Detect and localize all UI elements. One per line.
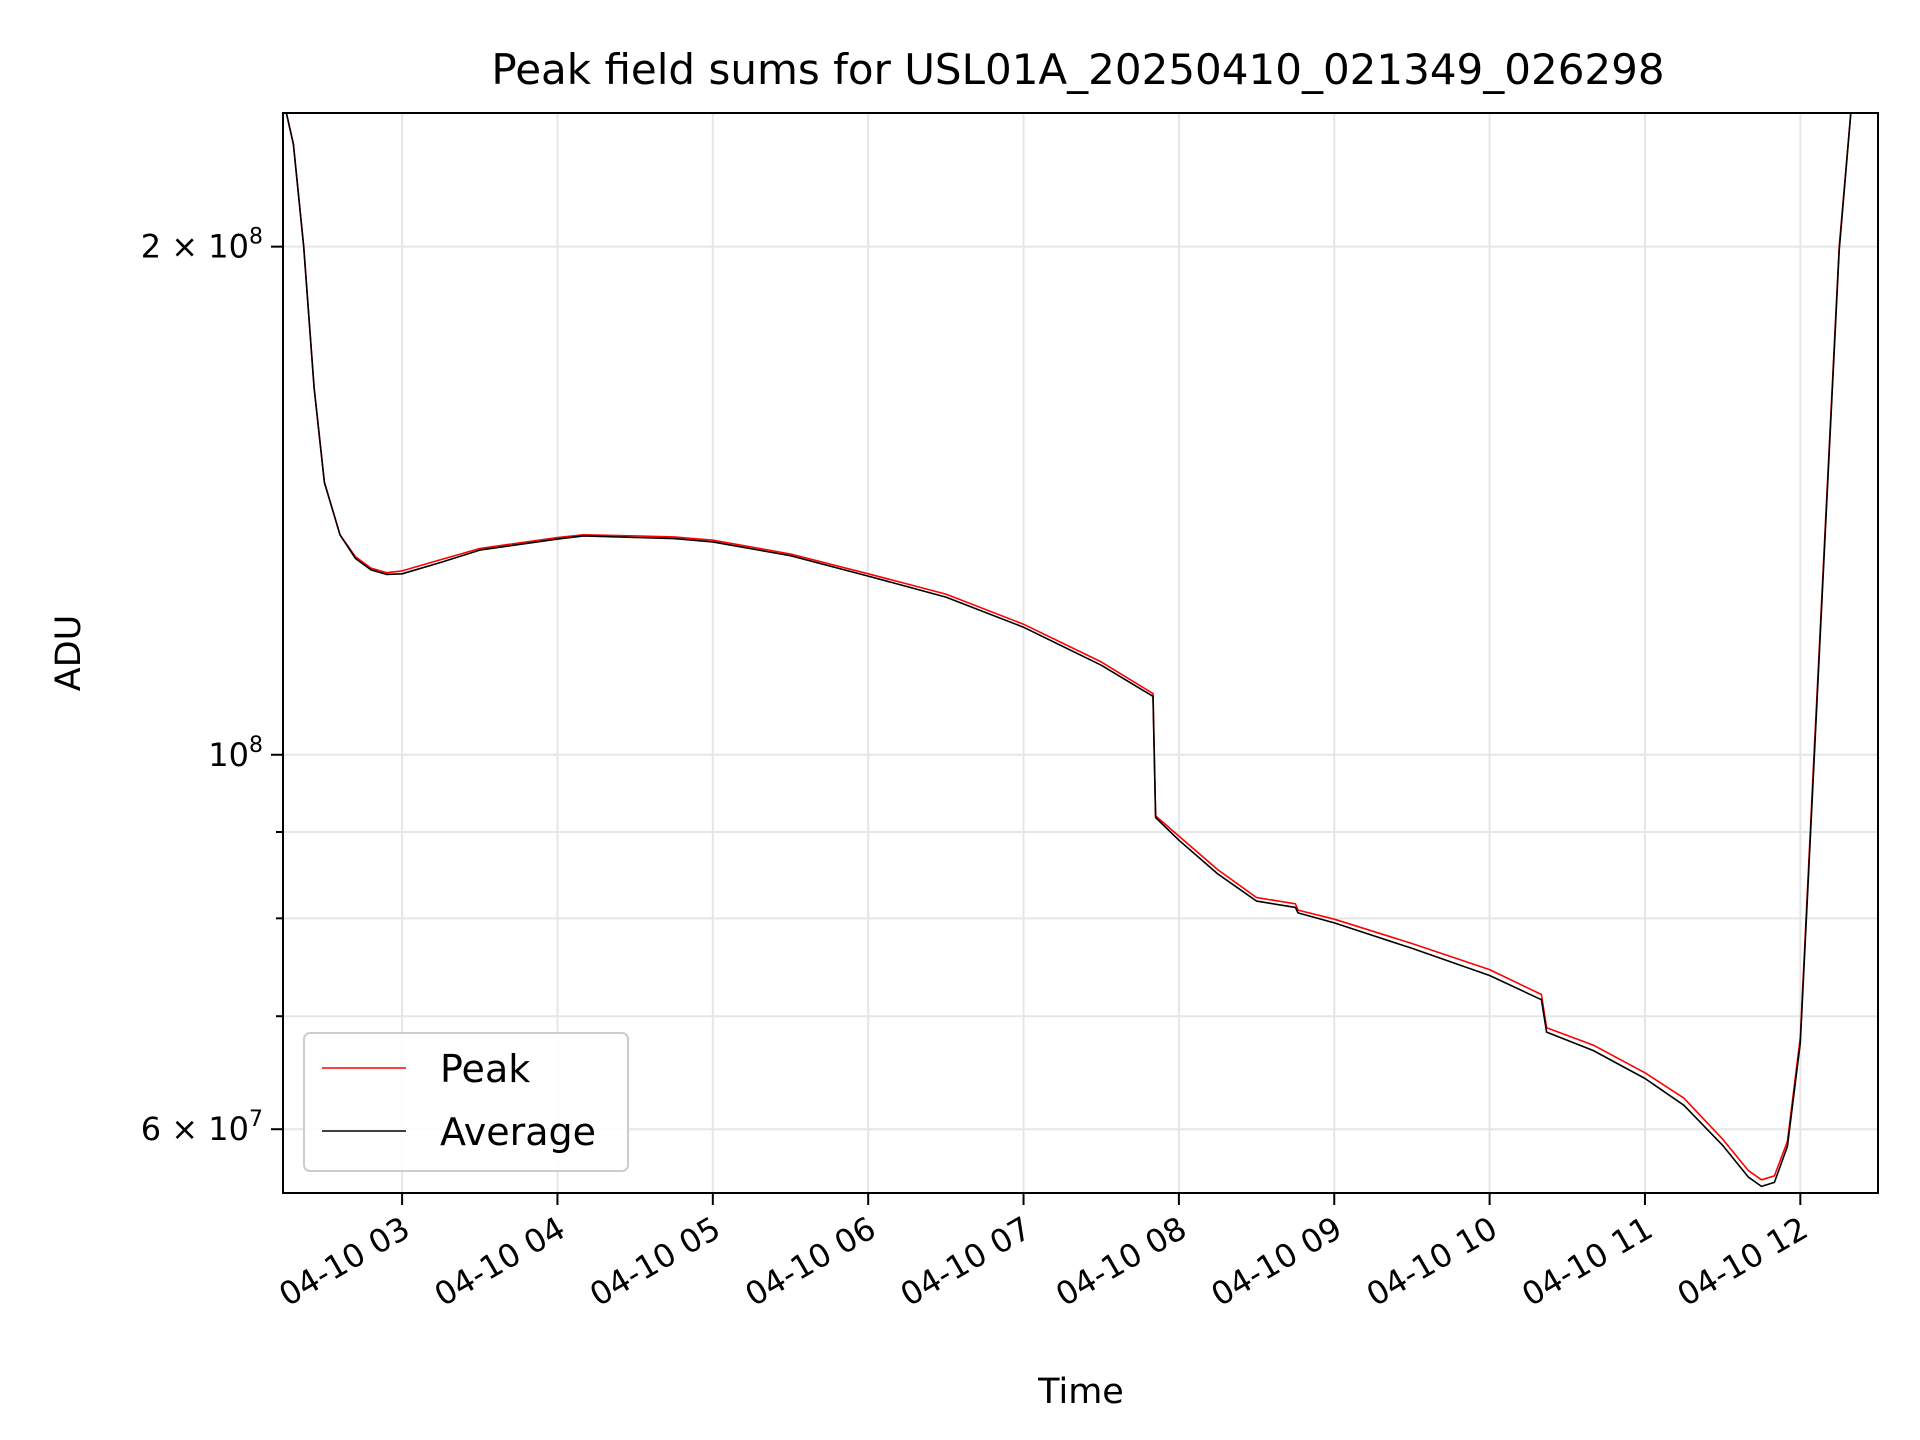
y-axis-label: ADU: [49, 615, 89, 692]
y-tick-label: 6 × 107: [141, 1107, 263, 1148]
y-tick-exponent: 8: [249, 733, 263, 758]
x-axis-label: Time: [1037, 1372, 1124, 1412]
legend-label-peak: Peak: [440, 1047, 530, 1091]
legend: Peak Average: [303, 1032, 629, 1172]
y-tick-label: 108: [208, 733, 263, 774]
plot-area-frame: [282, 112, 1879, 1194]
chart-title: Peak field sums for USL01A_20250410_0213…: [491, 45, 1664, 94]
y-tick-exponent: 7: [249, 1107, 263, 1132]
legend-label-average: Average: [440, 1110, 596, 1154]
y-tick-base: 10: [208, 736, 249, 774]
series-layer: [285, 113, 1852, 1188]
grid: [283, 113, 1878, 1193]
y-tick-base: 6 × 10: [141, 1110, 249, 1148]
y-tick-exponent: 8: [249, 225, 263, 250]
series-line-average: [285, 113, 1852, 1188]
y-tick-base: 2 × 10: [141, 228, 249, 266]
y-tick-label: 2 × 108: [141, 225, 263, 266]
